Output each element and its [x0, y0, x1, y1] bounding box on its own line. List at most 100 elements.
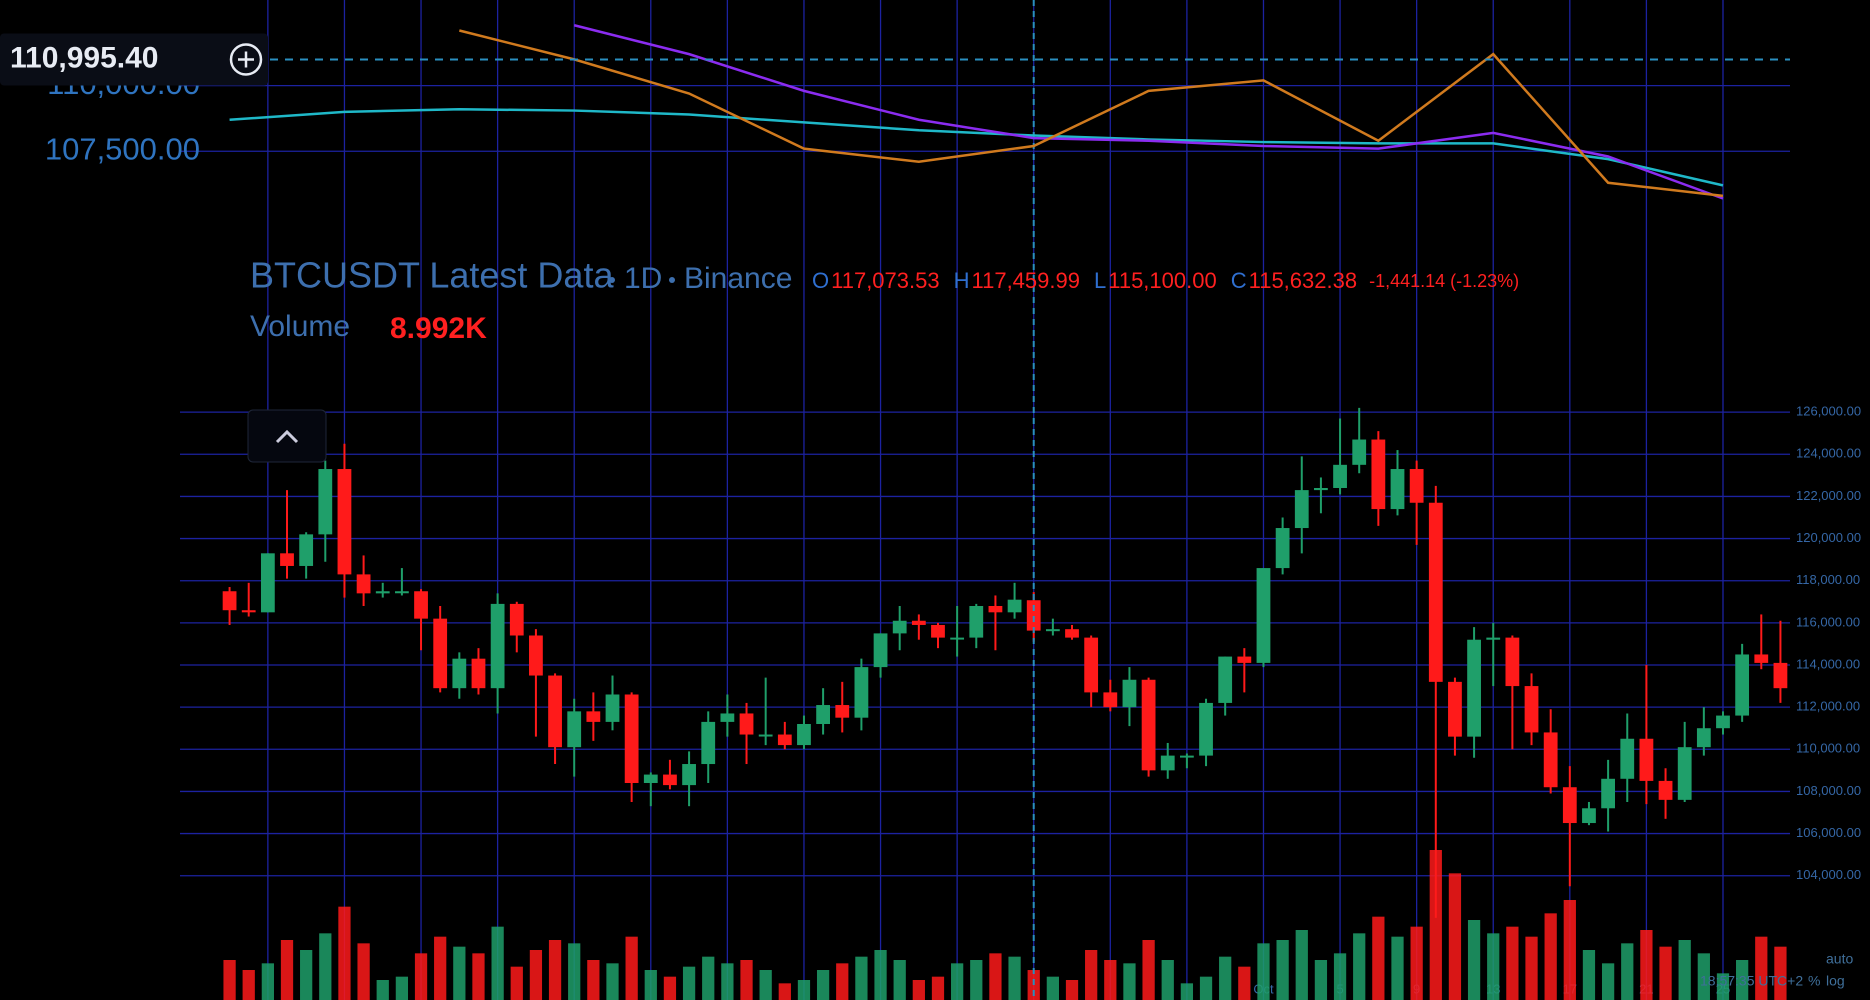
candle-body	[1275, 528, 1290, 569]
ohlc-key: O	[812, 268, 829, 293]
candle-body	[1199, 702, 1213, 756]
volume-bar	[951, 963, 964, 1000]
volume-bar	[1544, 913, 1557, 1000]
candle-body	[1314, 488, 1328, 491]
candle-body	[375, 591, 390, 594]
volume-bar	[970, 960, 983, 1000]
volume-bar	[1314, 960, 1328, 1000]
candle-body	[739, 713, 754, 735]
candle-body	[1294, 490, 1309, 529]
volume-bar	[1448, 873, 1462, 1000]
collapse-button[interactable]	[247, 409, 327, 463]
candle-body	[682, 764, 696, 786]
y-tick-label: 120,000.00	[1796, 530, 1861, 545]
candle-body	[394, 591, 409, 594]
candle-body	[701, 721, 716, 765]
volume-bar	[836, 963, 849, 1000]
volume-bar	[1085, 950, 1098, 1000]
candle-body	[1160, 755, 1175, 771]
volume-bar	[1582, 950, 1596, 1000]
candle-body	[1735, 654, 1750, 716]
interval: 1D	[624, 262, 662, 295]
auto-toggle[interactable]: auto	[1826, 951, 1853, 967]
log-toggle[interactable]: log	[1826, 973, 1845, 989]
y-tick-label: 104,000.00	[1796, 867, 1861, 882]
candle-body	[1371, 439, 1386, 510]
change: -1,441.14 (-1.23%)	[1369, 271, 1519, 291]
candle-body	[1390, 469, 1405, 510]
volume-bar	[223, 960, 236, 1000]
candle-body	[471, 658, 486, 689]
y-tick-label: 126,000.00	[1796, 404, 1861, 419]
chevron-up	[275, 429, 299, 444]
volume-bar	[414, 953, 428, 1000]
candle-body	[1639, 738, 1654, 781]
volume-bar	[338, 906, 351, 1000]
volume-bar	[682, 966, 696, 1000]
candle-body	[1716, 715, 1730, 729]
candle-body	[663, 774, 677, 786]
collapse-box[interactable]	[247, 409, 327, 463]
marks: 110,995.40	[0, 0, 1790, 1000]
candle-body	[1601, 778, 1616, 809]
volume-bar	[1736, 960, 1749, 1000]
add-button[interactable]	[229, 43, 263, 76]
volume-bar	[931, 976, 945, 1000]
volume-bar	[376, 980, 389, 1000]
indicator-line	[229, 107, 1724, 187]
volume-bar	[1525, 936, 1538, 1000]
candle-body	[241, 610, 256, 613]
volume-bar	[740, 960, 753, 1000]
ohlc-values: O117,073.53 H117,459.99 L115,100.00 C115,63…	[812, 268, 1519, 293]
candle-body	[586, 711, 601, 722]
y-tick-label: 107,500.00	[45, 131, 200, 166]
candle-body	[1428, 502, 1443, 682]
volume-bar	[625, 936, 638, 1000]
candle-body	[433, 618, 448, 689]
candle-body	[624, 694, 639, 783]
candle-body	[643, 774, 658, 783]
candle-body	[969, 606, 984, 638]
candle-body	[931, 624, 945, 638]
candle-body	[816, 705, 831, 724]
volume-bar	[1219, 956, 1232, 1000]
candle-body	[720, 713, 735, 722]
candle-body	[1007, 599, 1022, 613]
volume-bar	[453, 946, 466, 1000]
volume-bar	[319, 933, 332, 1000]
candle-body	[1065, 629, 1079, 638]
volume-bar	[1467, 920, 1481, 1000]
volume-bar	[472, 953, 485, 1000]
candle-body	[1582, 808, 1596, 824]
volume-bar	[1563, 900, 1576, 1000]
volume-bar	[1008, 956, 1021, 1000]
candle-body	[1467, 639, 1481, 737]
legend: BTCUSDT Latest Data 1D Binance O117,073.…	[250, 255, 1519, 345]
volume-bar	[1506, 926, 1519, 1000]
volume-bar	[702, 956, 715, 1000]
percent-toggle[interactable]: %	[1808, 973, 1820, 989]
candle-body	[1237, 656, 1252, 663]
volume-bar	[816, 970, 830, 1000]
volume-bar	[1353, 933, 1366, 1000]
candle-body	[1773, 662, 1788, 689]
volume-bar	[1659, 946, 1672, 1000]
exchange: Binance	[684, 262, 792, 295]
volume-bar	[874, 950, 887, 1000]
candle-body	[1026, 600, 1041, 631]
volume-value: 8.992K	[390, 312, 487, 345]
volume-label: Volume	[250, 310, 350, 343]
volume-bar	[529, 950, 543, 1000]
volume-bar	[280, 940, 294, 1000]
candle-body	[911, 620, 926, 625]
ohlc-value: 115,100.00	[1108, 268, 1216, 293]
candle-body	[414, 591, 428, 619]
volume-bar	[893, 960, 906, 1000]
candle-body	[950, 637, 965, 640]
volume-bar	[261, 963, 274, 1000]
ohlc-key: L	[1094, 268, 1106, 293]
ohlc-key: C	[1231, 268, 1247, 293]
volume-bar	[1372, 916, 1385, 1000]
